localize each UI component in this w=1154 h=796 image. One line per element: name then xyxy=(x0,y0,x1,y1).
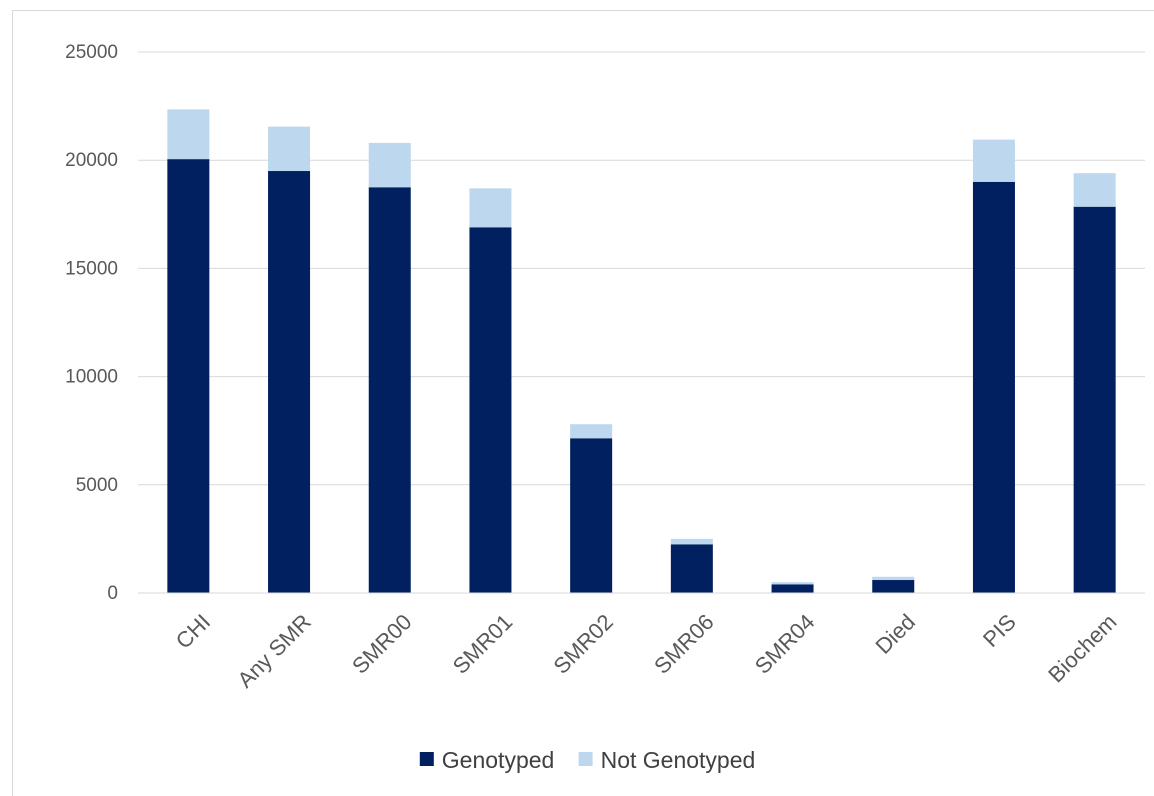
bar-genotyped xyxy=(670,544,713,593)
bar-genotyped xyxy=(268,171,311,593)
x-category-label: CHI xyxy=(171,609,215,653)
bar-not-genotyped xyxy=(167,109,210,160)
y-tick-label: 15000 xyxy=(65,258,118,279)
legend: Genotyped Not Genotyped xyxy=(419,747,756,773)
bar-genotyped xyxy=(167,159,210,594)
bar-genotyped xyxy=(570,438,613,593)
legend-swatch-not-genotyped xyxy=(578,752,593,766)
bar-genotyped xyxy=(1073,206,1116,593)
bar-not-genotyped xyxy=(972,139,1015,182)
legend-swatch-genotyped xyxy=(419,752,434,766)
bar-genotyped xyxy=(469,227,512,593)
bar-genotyped xyxy=(368,187,411,593)
bar-not-genotyped xyxy=(368,142,411,188)
y-axis-tick-labels: 0 5000 10000 15000 20000 25000 xyxy=(65,42,118,604)
x-category-label: SMR02 xyxy=(548,609,618,679)
bar-genotyped xyxy=(972,181,1015,593)
y-tick-label: 10000 xyxy=(65,367,118,388)
bar-not-genotyped xyxy=(1073,173,1116,207)
y-tick-label: 0 xyxy=(107,583,118,604)
x-category-label: PIS xyxy=(978,609,1021,652)
bar-not-genotyped xyxy=(469,188,512,228)
legend-label: Not Genotyped xyxy=(601,747,756,773)
bar-not-genotyped xyxy=(670,538,713,545)
bar-not-genotyped xyxy=(570,424,613,439)
x-category-label: Any SMR xyxy=(233,609,316,692)
x-axis-category-labels: CHI Any SMR SMR00 SMR01 SMR02 SMR06 SMR04 Died P… xyxy=(171,609,1122,692)
bar-genotyped xyxy=(872,580,915,593)
x-category-label: SMR01 xyxy=(448,609,518,679)
bar-not-genotyped xyxy=(771,582,814,585)
x-category-label: SMR04 xyxy=(750,609,820,679)
bar-not-genotyped xyxy=(268,126,311,172)
legend-label: Genotyped xyxy=(442,747,555,773)
x-category-label: Died xyxy=(870,609,920,659)
bar-not-genotyped xyxy=(872,576,915,581)
y-tick-label: 20000 xyxy=(65,150,118,171)
x-category-label: Biochem xyxy=(1043,609,1121,687)
chart-area xyxy=(12,10,1154,796)
y-tick-label: 5000 xyxy=(76,475,118,496)
x-category-label: SMR06 xyxy=(649,609,719,679)
y-tick-label: 25000 xyxy=(65,42,118,63)
bars xyxy=(167,109,1116,594)
bar-genotyped xyxy=(771,584,814,593)
x-category-label: SMR00 xyxy=(347,609,417,679)
